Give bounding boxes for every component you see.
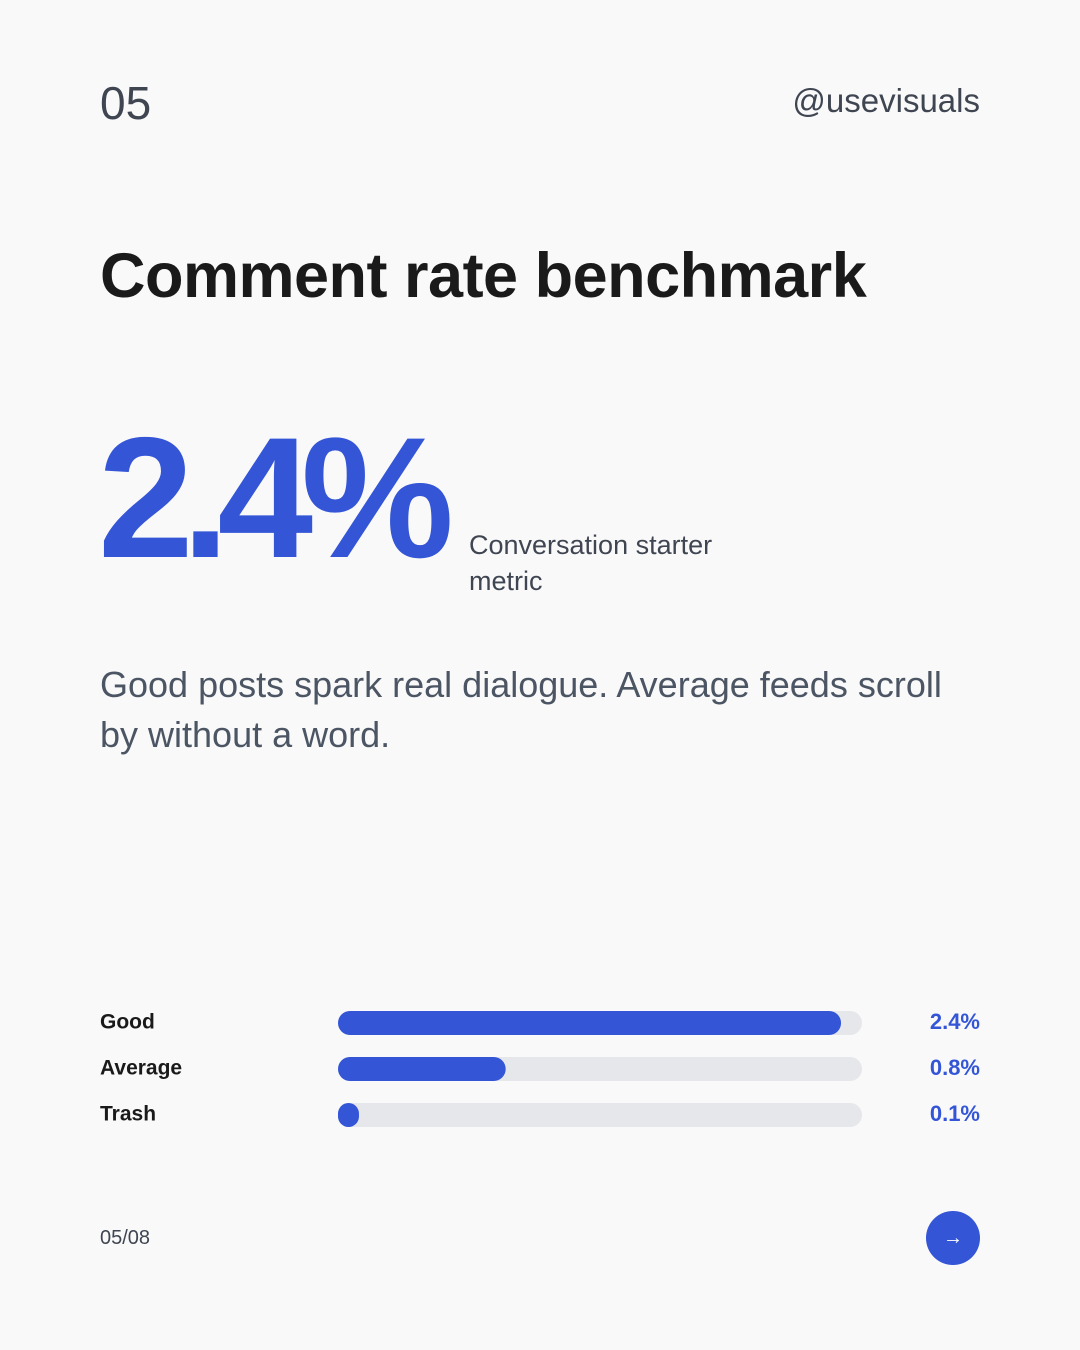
metric-caption: Conversation starter metric (469, 530, 713, 596)
value-label: 0.1% (930, 1101, 980, 1126)
bar (338, 1011, 842, 1035)
body-text: Good posts spark real dialogue. Average … (100, 664, 942, 755)
bar-chart: Good 2.4% Average 0.8% Trash 0.1% (100, 1009, 980, 1127)
page-indicator: 05/08 (100, 1227, 151, 1249)
bar-label: Average (100, 1057, 182, 1080)
value-label: 2.4% (930, 1009, 980, 1034)
slide-number: 05 (100, 77, 152, 129)
bar (338, 1103, 359, 1127)
bar-label: Trash (100, 1103, 156, 1126)
metric-value: 2.4% (98, 402, 454, 594)
bar (338, 1057, 506, 1081)
next-button[interactable]: → (926, 1211, 980, 1265)
bar-label: Good (100, 1011, 155, 1034)
value-label: 0.8% (930, 1055, 980, 1080)
title: Comment rate benchmark (100, 241, 867, 311)
bar-track (338, 1103, 862, 1127)
handle: @usevisuals (792, 82, 980, 119)
